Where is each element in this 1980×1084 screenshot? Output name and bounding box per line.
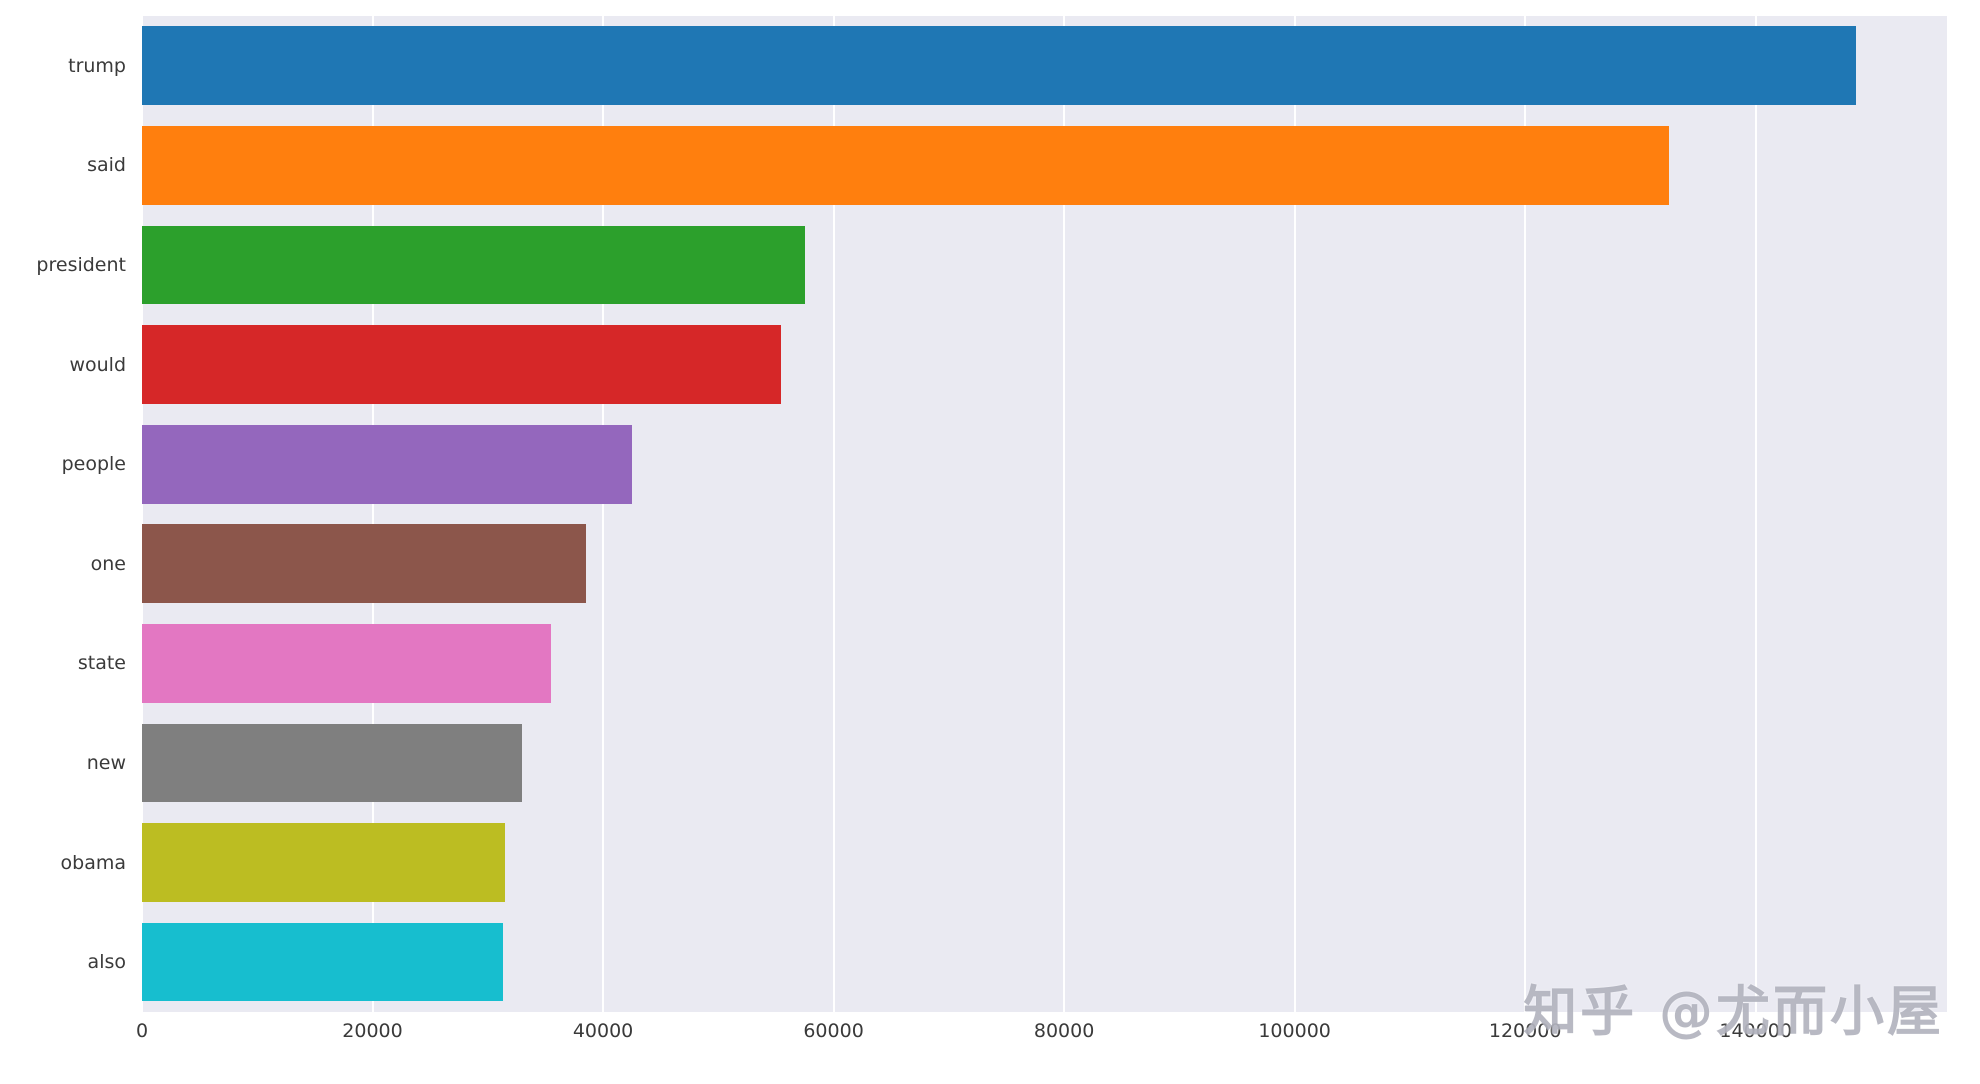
bar-said — [142, 126, 1670, 205]
bar-row: people — [62, 414, 1947, 514]
bar-would — [142, 325, 781, 404]
bar-new — [142, 723, 523, 803]
category-label: said — [87, 154, 126, 177]
x-tick-label: 100000 — [1258, 1020, 1331, 1042]
gridline — [1063, 16, 1066, 1012]
gridline — [1754, 16, 1757, 1012]
bar-also — [142, 922, 503, 1002]
x-tick-label: 60000 — [803, 1020, 864, 1042]
category-label: state — [77, 652, 126, 675]
bar-row: one — [91, 514, 1947, 614]
gridline — [602, 16, 605, 1012]
bar-state — [142, 624, 552, 703]
x-tick-label: 80000 — [1033, 1020, 1095, 1042]
bar-trump — [142, 26, 1856, 106]
bar-obama — [142, 823, 506, 902]
x-axis: 0 20000 40000 60000 80000 100000 120000 140000 — [136, 1020, 1947, 1050]
x-tick-label: 120000 — [1488, 1020, 1562, 1042]
category-label: also — [87, 951, 126, 974]
x-tick-label: 0 — [135, 1020, 149, 1042]
gridlines — [141, 16, 1947, 1012]
bar-row: also — [88, 912, 1947, 1012]
bar-row: would — [69, 315, 1947, 415]
bar-row: trump — [68, 16, 1947, 116]
category-label: would — [69, 353, 126, 376]
gridline — [141, 16, 143, 1012]
x-tick-label: 40000 — [572, 1020, 634, 1042]
gridline — [832, 16, 835, 1012]
bar-row: new — [87, 713, 1947, 813]
bar-row: president — [36, 215, 1947, 315]
gridline — [371, 16, 374, 1012]
gridline — [1293, 16, 1296, 1012]
bar-people — [142, 424, 632, 504]
category-label: president — [36, 253, 126, 276]
x-tick-label: 20000 — [342, 1020, 403, 1042]
bars-container: trump said president would people one state new… — [36, 16, 1947, 1012]
category-label: obama — [60, 851, 126, 874]
bar-row: state — [78, 614, 1947, 714]
gridline — [1524, 16, 1527, 1012]
x-tick-label: 140000 — [1719, 1020, 1792, 1042]
plot-area: trump said president would people one state new… — [36, 16, 1947, 1012]
category-label: trump — [68, 54, 126, 77]
category-label: one — [90, 552, 126, 575]
bar-one — [142, 524, 586, 604]
bar-row: said — [87, 116, 1947, 216]
category-label: new — [86, 751, 126, 774]
bar-row: obama — [61, 813, 1947, 913]
category-label: people — [61, 453, 126, 476]
bar-president — [142, 225, 805, 305]
